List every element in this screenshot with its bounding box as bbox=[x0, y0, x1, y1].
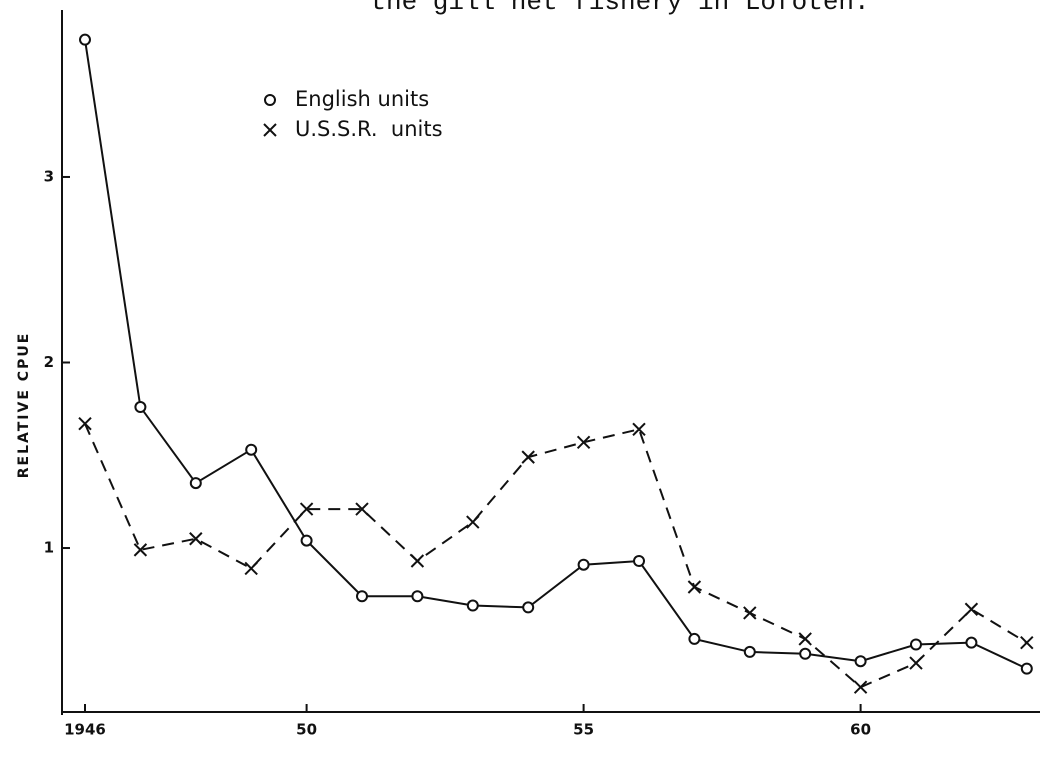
data-point bbox=[853, 680, 868, 694]
data-point bbox=[244, 561, 258, 576]
series-line bbox=[84, 39, 1028, 670]
y-tick-label: 2 bbox=[44, 353, 54, 371]
data-point bbox=[466, 515, 480, 529]
data-point bbox=[189, 532, 203, 546]
data-point bbox=[78, 417, 92, 431]
data-point bbox=[632, 422, 646, 436]
legend-label: U.S.S.R. units bbox=[295, 117, 443, 141]
data-point bbox=[909, 656, 923, 670]
legend-marker bbox=[264, 94, 276, 106]
data-point bbox=[798, 632, 812, 646]
data-point bbox=[299, 502, 314, 516]
data-point bbox=[355, 502, 369, 516]
data-point bbox=[300, 534, 313, 547]
y-axis-label: RELATIVE CPUE bbox=[16, 332, 32, 479]
x-tick-label: 60 bbox=[850, 721, 871, 739]
legend-label: English units bbox=[295, 87, 429, 111]
data-point bbox=[466, 599, 479, 612]
data-point bbox=[245, 443, 258, 456]
data-point bbox=[743, 606, 757, 620]
data-point bbox=[133, 543, 148, 557]
data-point bbox=[854, 655, 867, 668]
data-point bbox=[964, 602, 979, 616]
data-point bbox=[522, 601, 535, 614]
data-point bbox=[743, 645, 756, 658]
y-tick-label: 1 bbox=[44, 539, 54, 557]
data-point bbox=[356, 590, 368, 603]
chart-title: the gill net fishery in Lofoten. bbox=[370, 0, 869, 17]
x-tick-label: 1946 bbox=[64, 721, 106, 739]
data-point bbox=[633, 555, 645, 568]
x-tick-label: 50 bbox=[296, 721, 317, 739]
data-point bbox=[134, 401, 147, 414]
data-point bbox=[189, 477, 202, 490]
x-tick-label: 55 bbox=[573, 721, 594, 739]
data-point bbox=[79, 33, 91, 46]
data-point bbox=[688, 632, 701, 645]
y-tick-label: 3 bbox=[44, 167, 54, 185]
data-point bbox=[799, 647, 812, 660]
data-point bbox=[687, 580, 702, 594]
data-point bbox=[1020, 635, 1034, 650]
data-point bbox=[521, 450, 535, 464]
data-point bbox=[576, 435, 591, 449]
data-point bbox=[410, 554, 425, 568]
data-point bbox=[910, 638, 922, 651]
data-point bbox=[577, 558, 590, 571]
data-point bbox=[965, 636, 978, 649]
data-point bbox=[1020, 662, 1033, 675]
legend-marker bbox=[263, 123, 277, 137]
data-point bbox=[411, 590, 424, 603]
series-line bbox=[84, 423, 1028, 689]
